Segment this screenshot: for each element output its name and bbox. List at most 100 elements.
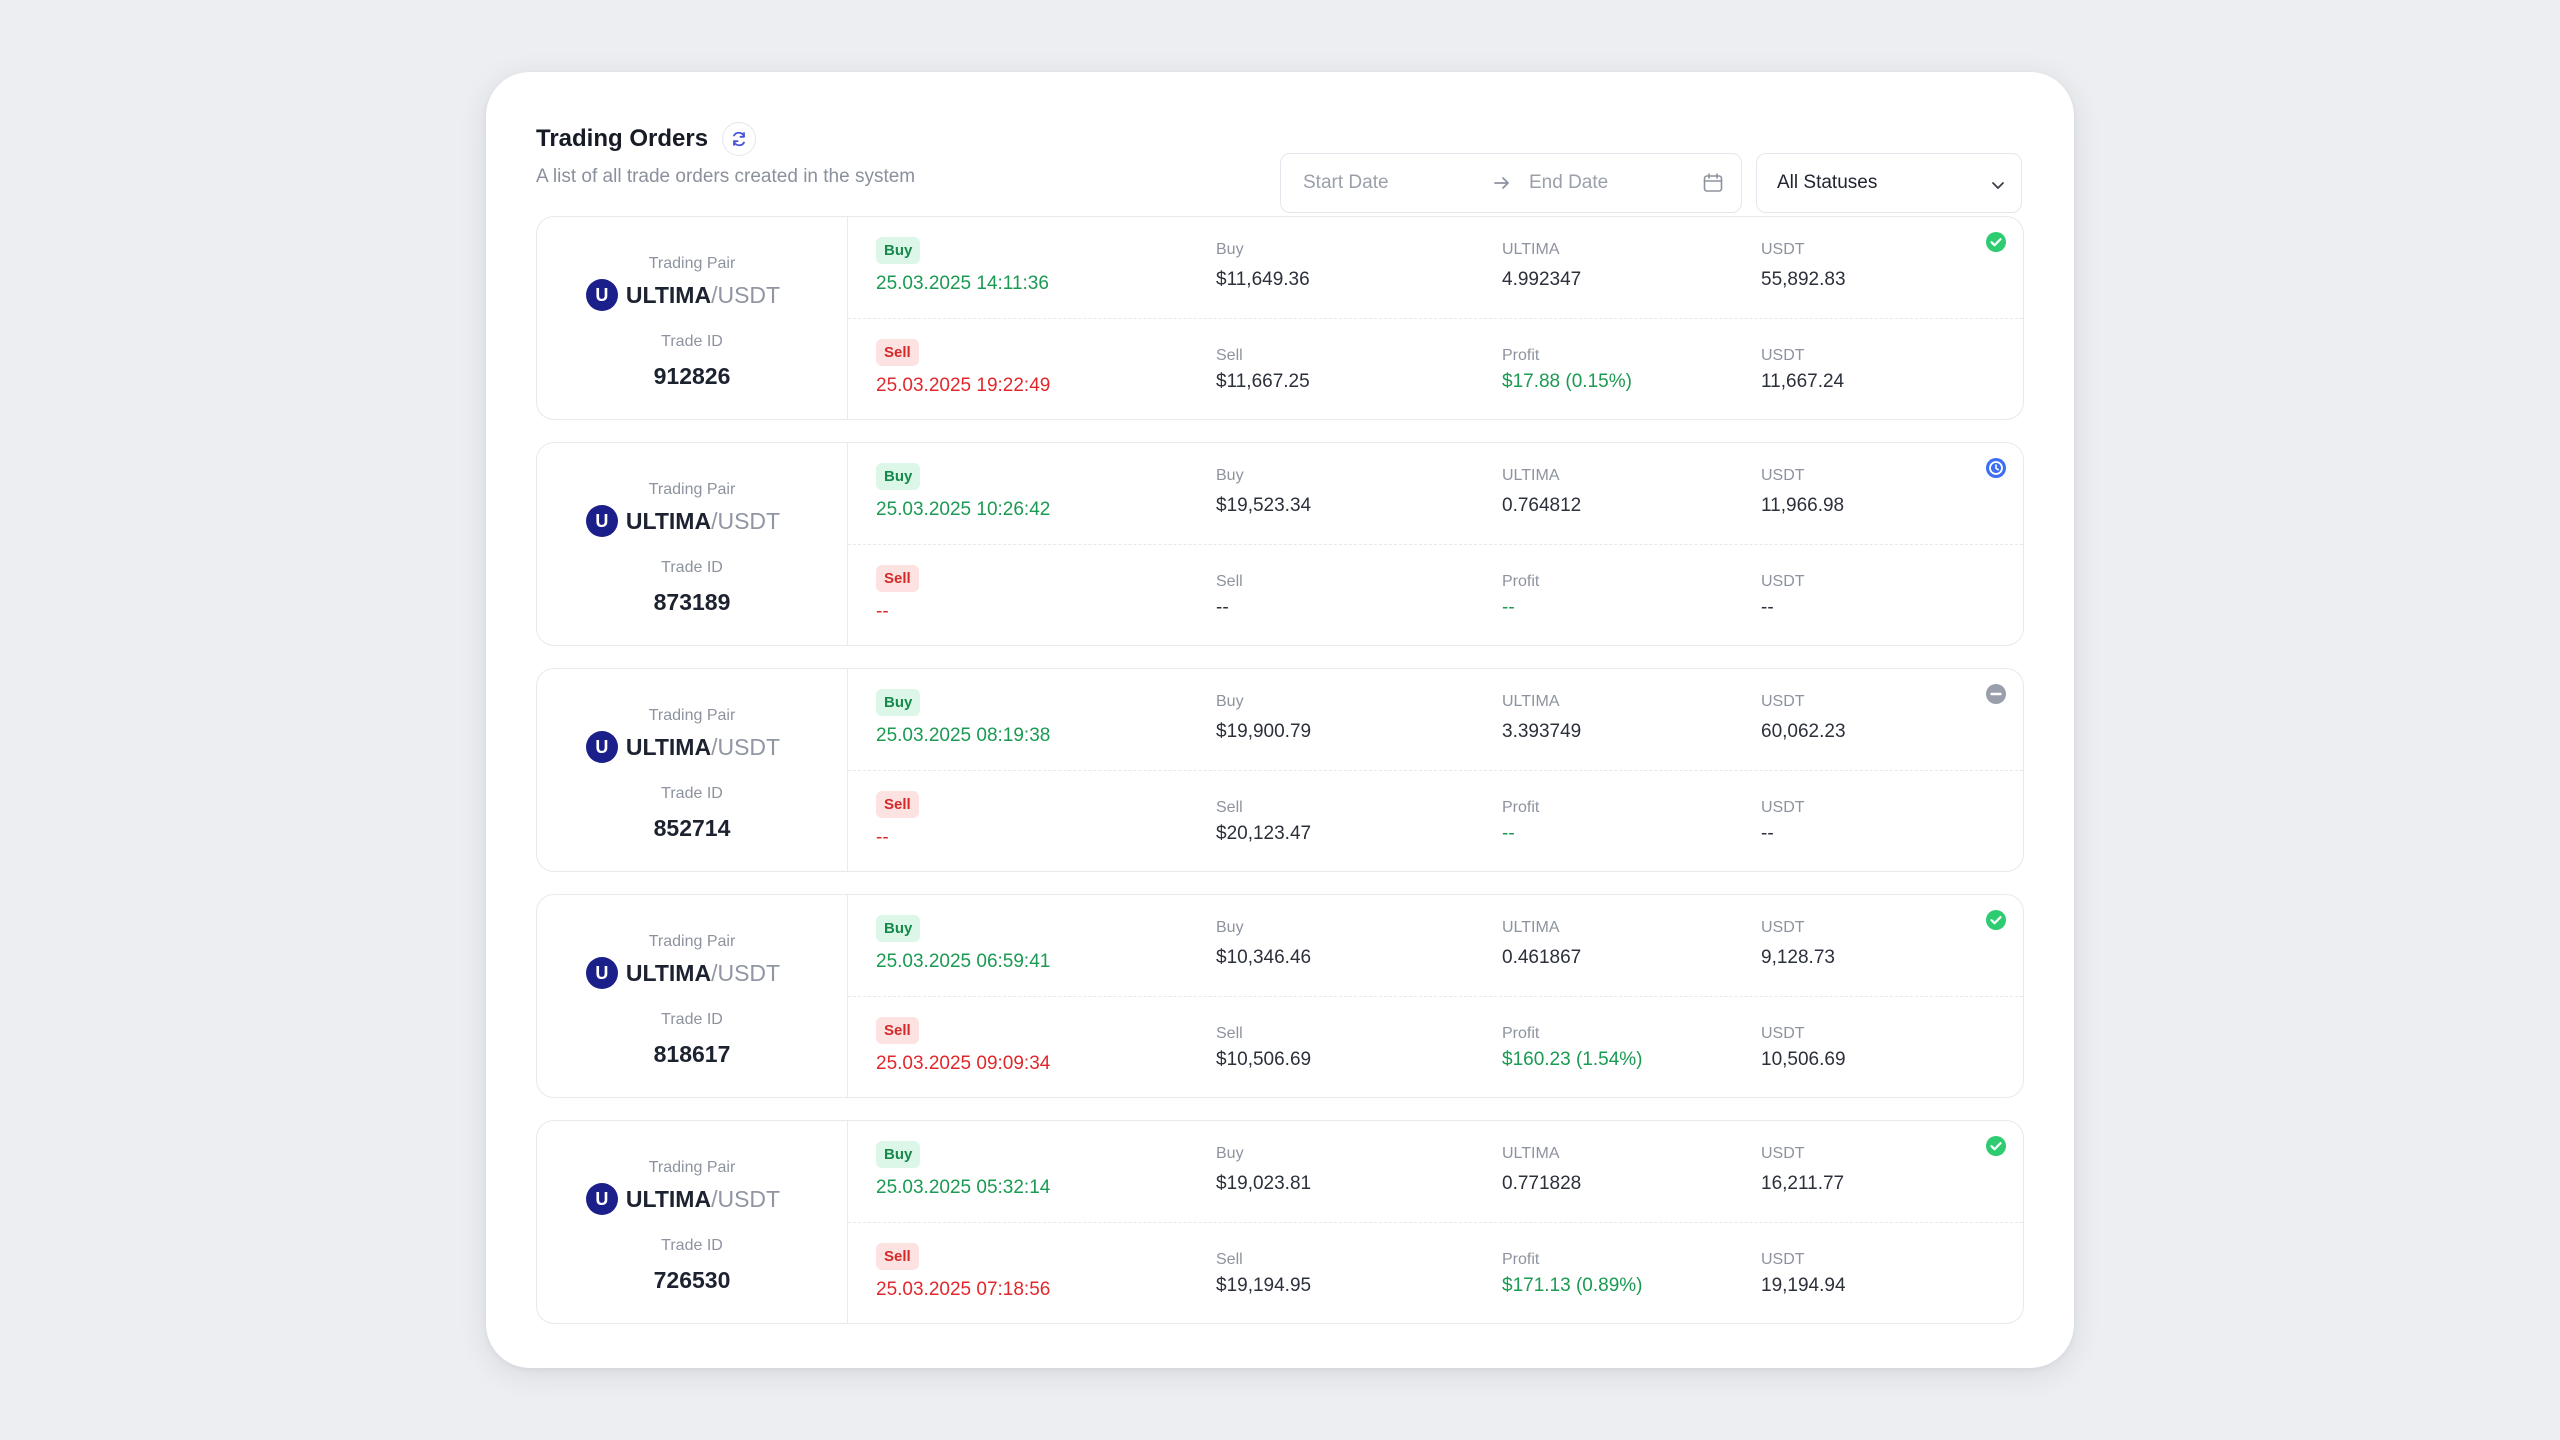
pair-quote: /USDT	[711, 733, 781, 760]
buy-price: $11,649.36	[1216, 269, 1310, 290]
ultima-logo-icon: U	[585, 1183, 618, 1215]
panel-header: Trading Orders A list of all trade order…	[536, 122, 2026, 192]
clock-circle-icon	[1985, 457, 2007, 479]
pair-quote: /USDT	[711, 959, 781, 986]
pair-base: ULTIMA	[625, 959, 712, 986]
profit-value: $17.88 (0.15%)	[1502, 371, 1632, 392]
buy-badge: Buy	[876, 1141, 921, 1168]
ultima-logo-icon: U	[585, 505, 618, 537]
sell-price: $19,194.95	[1216, 1275, 1312, 1296]
sell-usdt: 19,194.94	[1761, 1275, 1846, 1296]
date-range-picker[interactable]: Start Date End Date	[1280, 153, 1742, 213]
quote-label: USDT	[1761, 919, 1805, 936]
order-card-818617[interactable]: Trading Pair U ULTIMA/USDT Trade ID 8186…	[536, 894, 2024, 1098]
pair-quote: /USDT	[711, 281, 781, 308]
quote-label: USDT	[1761, 1025, 1805, 1042]
trading-pair: U ULTIMA/USDT	[537, 1183, 847, 1215]
buy-price: $19,023.81	[1216, 1173, 1312, 1194]
trading-pair-label: Trading Pair	[648, 255, 736, 272]
buy-time: 25.03.2025 05:32:14	[876, 1177, 1051, 1198]
buy-row: Buy 25.03.2025 14:11:36 Buy $11,649.36 UL…	[848, 217, 2023, 319]
sell-badge: Sell	[876, 339, 919, 366]
sell-time: 25.03.2025 09:09:34	[876, 1053, 1051, 1074]
calendar-icon[interactable]	[1701, 171, 1725, 195]
sell-label: Sell	[1216, 573, 1243, 590]
base-amount: 4.992347	[1502, 269, 1582, 290]
trade-id: 818617	[653, 1041, 731, 1067]
status-filter-select[interactable]: All Statuses	[1756, 153, 2022, 213]
pair-base: ULTIMA	[625, 507, 712, 534]
pair-column: Trading Pair U ULTIMA/USDT Trade ID 9128…	[537, 217, 848, 419]
buy-time: 25.03.2025 06:59:41	[876, 951, 1051, 972]
sell-time: 25.03.2025 19:22:49	[876, 375, 1051, 396]
buy-badge: Buy	[876, 237, 921, 264]
buy-time: 25.03.2025 08:19:38	[876, 725, 1051, 746]
buy-row: Buy 25.03.2025 08:19:38 Buy $19,900.79 UL…	[848, 669, 2023, 771]
buy-usdt: 9,128.73	[1761, 947, 1835, 968]
sell-price: $10,506.69	[1216, 1049, 1312, 1070]
buy-time: 25.03.2025 14:11:36	[876, 273, 1049, 294]
trading-pair-label: Trading Pair	[648, 933, 736, 950]
pair-column: Trading Pair U ULTIMA/USDT Trade ID 7265…	[537, 1121, 848, 1323]
pair-base: ULTIMA	[625, 733, 712, 760]
order-card-726530[interactable]: Trading Pair U ULTIMA/USDT Trade ID 7265…	[536, 1120, 2024, 1324]
trading-pair-label: Trading Pair	[648, 1159, 736, 1176]
trading-pair: U ULTIMA/USDT	[537, 505, 847, 537]
trading-orders-panel: Trading Orders A list of all trade order…	[486, 72, 2074, 1368]
buy-label: Buy	[1216, 919, 1244, 936]
pair-column: Trading Pair U ULTIMA/USDT Trade ID 8527…	[537, 669, 848, 871]
quote-label: USDT	[1761, 1145, 1805, 1162]
buy-price: $19,900.79	[1216, 721, 1312, 742]
buy-label: Buy	[1216, 241, 1244, 258]
profit-value: --	[1502, 597, 1515, 618]
pair-base: ULTIMA	[625, 281, 712, 308]
check-circle-icon	[1985, 231, 2007, 253]
sell-time: 25.03.2025 07:18:56	[876, 1279, 1051, 1300]
ultima-logo-icon: U	[585, 731, 618, 763]
buy-usdt: 55,892.83	[1761, 269, 1846, 290]
buy-badge: Buy	[876, 463, 921, 490]
order-card-873189[interactable]: Trading Pair U ULTIMA/USDT Trade ID 8731…	[536, 442, 2024, 646]
start-date-input[interactable]: Start Date	[1303, 172, 1389, 193]
minus-circle-icon	[1985, 683, 2007, 705]
trade-id-label: Trade ID	[661, 1237, 723, 1254]
sell-usdt: 11,667.24	[1761, 371, 1845, 392]
order-card-852714[interactable]: Trading Pair U ULTIMA/USDT Trade ID 8527…	[536, 668, 2024, 872]
sell-row: Sell -- Sell -- Profit -- USDT --	[848, 545, 2023, 647]
sell-row: Sell 25.03.2025 09:09:34 Sell $10,506.69 …	[848, 997, 2023, 1099]
check-circle-icon	[1985, 909, 2007, 931]
sell-time: --	[876, 827, 889, 848]
quote-label: USDT	[1761, 573, 1805, 590]
pair-quote: /USDT	[711, 507, 781, 534]
page-subtitle: A list of all trade orders created in th…	[536, 166, 916, 187]
buy-usdt: 60,062.23	[1761, 721, 1846, 742]
profit-value: $171.13 (0.89%)	[1502, 1275, 1643, 1296]
sell-usdt: 10,506.69	[1761, 1049, 1846, 1070]
trade-id: 873189	[653, 589, 731, 615]
chevron-down-icon	[1992, 182, 2004, 189]
order-card-912826[interactable]: Trading Pair U ULTIMA/USDT Trade ID 9128…	[536, 216, 2024, 420]
profit-value: --	[1502, 823, 1515, 844]
quote-label: USDT	[1761, 1251, 1805, 1268]
base-amount: 0.771828	[1502, 1173, 1582, 1194]
base-label: ULTIMA	[1502, 467, 1560, 484]
refresh-button[interactable]	[722, 122, 757, 156]
page-title: Trading Orders	[536, 125, 709, 152]
trading-pair: U ULTIMA/USDT	[537, 957, 847, 989]
end-date-input[interactable]: End Date	[1529, 172, 1609, 193]
quote-label: USDT	[1761, 693, 1805, 710]
pair-quote: /USDT	[711, 1185, 781, 1212]
sell-label: Sell	[1216, 1025, 1243, 1042]
buy-label: Buy	[1216, 467, 1244, 484]
profit-label: Profit	[1502, 573, 1540, 590]
buy-price: $10,346.46	[1216, 947, 1312, 968]
sell-usdt: --	[1761, 823, 1774, 844]
ultima-logo-icon: U	[585, 957, 618, 989]
sell-label: Sell	[1216, 799, 1243, 816]
sell-price: $20,123.47	[1216, 823, 1312, 844]
profit-value: $160.23 (1.54%)	[1502, 1049, 1643, 1070]
sell-usdt: --	[1761, 597, 1774, 618]
trade-id-label: Trade ID	[661, 1011, 723, 1028]
sell-row: Sell -- Sell $20,123.47 Profit -- USDT --	[848, 771, 2023, 873]
sell-badge: Sell	[876, 565, 919, 592]
